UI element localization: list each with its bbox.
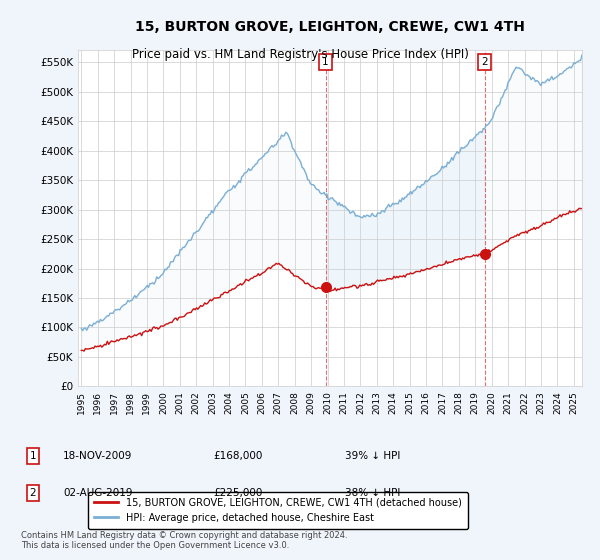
Text: 2: 2: [481, 57, 488, 67]
Text: 38% ↓ HPI: 38% ↓ HPI: [345, 488, 400, 498]
Text: 1: 1: [29, 451, 37, 461]
Text: 39% ↓ HPI: 39% ↓ HPI: [345, 451, 400, 461]
Text: Contains HM Land Registry data © Crown copyright and database right 2024.
This d: Contains HM Land Registry data © Crown c…: [21, 530, 347, 550]
Text: £168,000: £168,000: [213, 451, 262, 461]
Title: 15, BURTON GROVE, LEIGHTON, CREWE, CW1 4TH: 15, BURTON GROVE, LEIGHTON, CREWE, CW1 4…: [135, 20, 525, 34]
Text: Price paid vs. HM Land Registry's House Price Index (HPI): Price paid vs. HM Land Registry's House …: [131, 48, 469, 60]
Text: 1: 1: [322, 57, 329, 67]
Text: £225,000: £225,000: [213, 488, 262, 498]
Text: 18-NOV-2009: 18-NOV-2009: [63, 451, 133, 461]
Legend: 15, BURTON GROVE, LEIGHTON, CREWE, CW1 4TH (detached house), HPI: Average price,: 15, BURTON GROVE, LEIGHTON, CREWE, CW1 4…: [88, 492, 467, 529]
Text: 2: 2: [29, 488, 37, 498]
Text: 02-AUG-2019: 02-AUG-2019: [63, 488, 133, 498]
